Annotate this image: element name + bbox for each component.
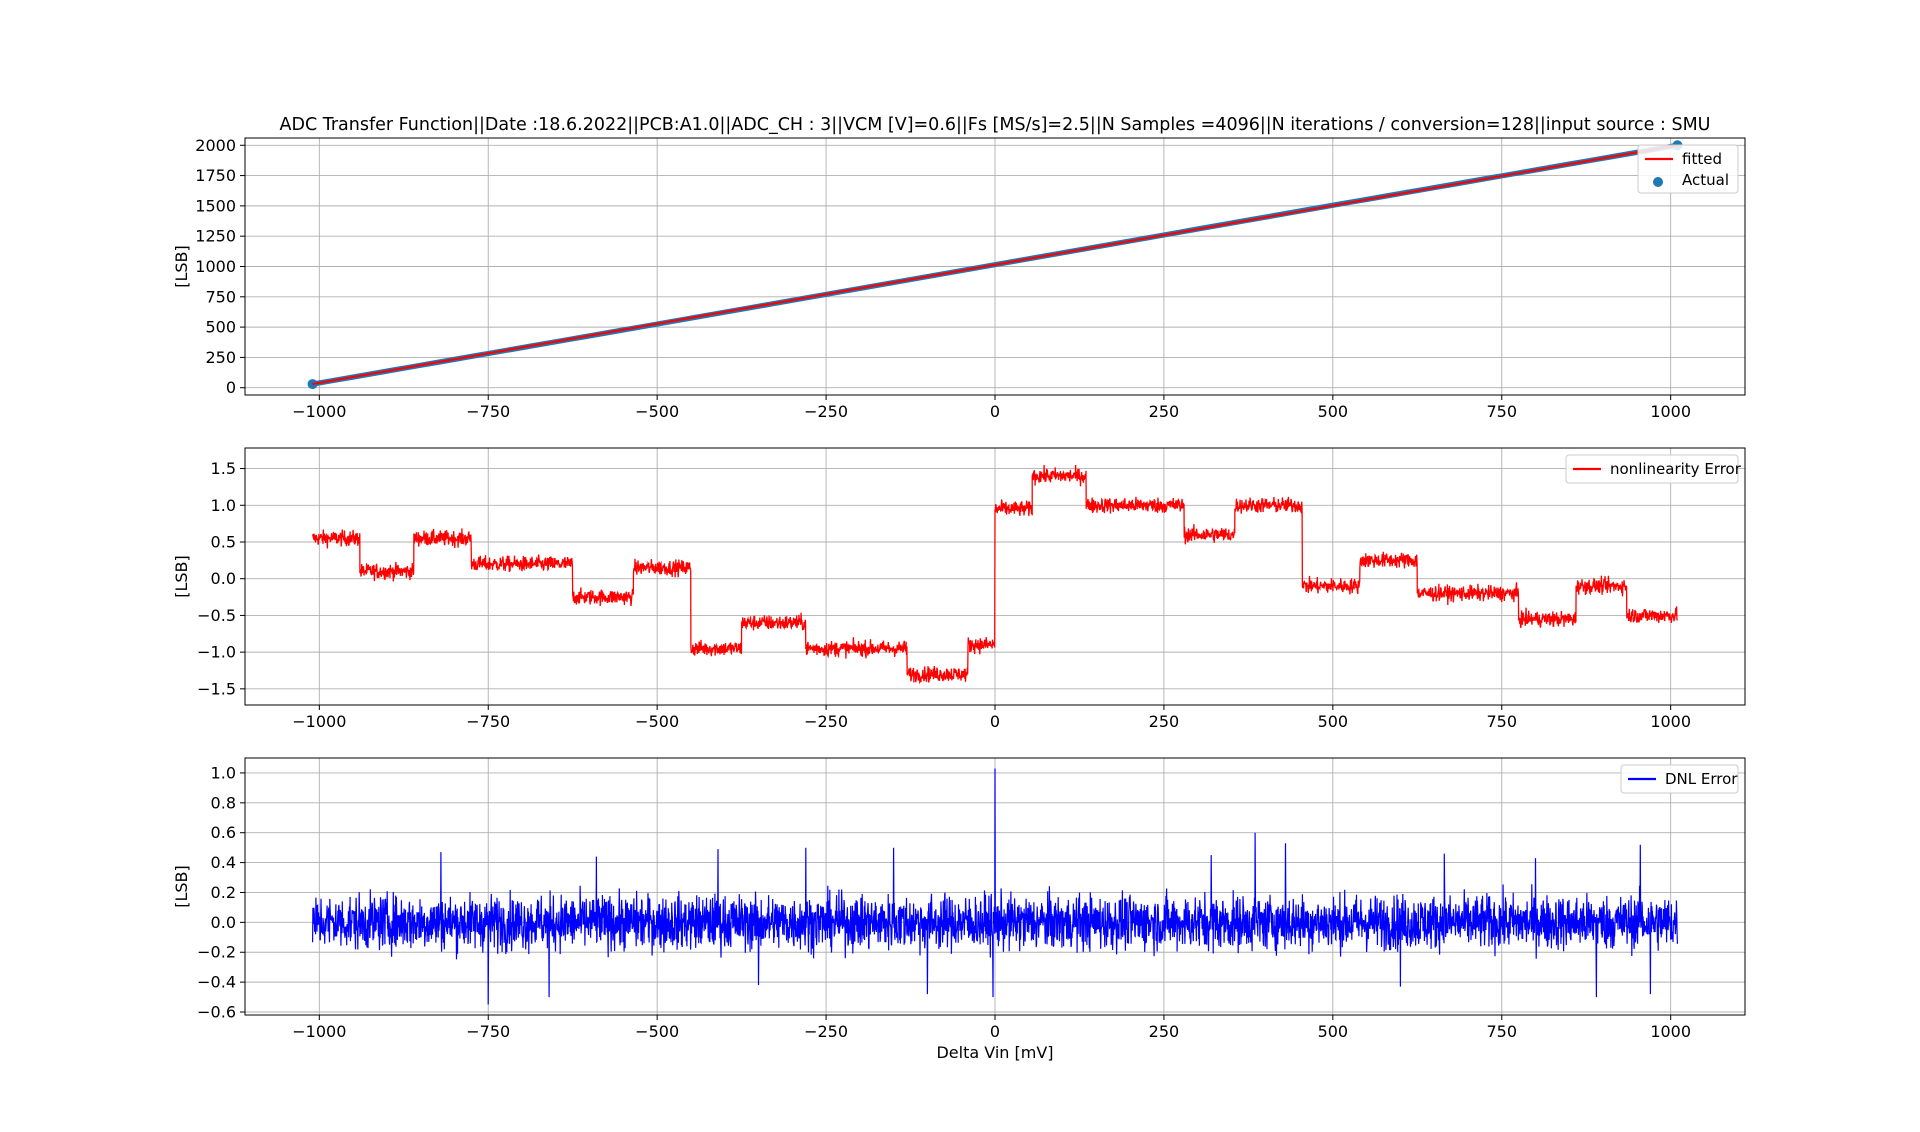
- x-tick-label: 0: [990, 1022, 1000, 1041]
- x-tick-label: 250: [1149, 712, 1180, 731]
- y-axis-label: [LSB]: [172, 865, 191, 908]
- legend: fitted Actual: [1637, 144, 1739, 194]
- y-tick-label: −0.2: [197, 943, 236, 962]
- y-tick-label: −1.0: [197, 643, 236, 662]
- legend-label: nonlinearity Error: [1610, 460, 1742, 478]
- nonlinearity-panel: −1000 −750 −500 −250 0 250 500 750 1000 −1.5 −1.0 −…: [172, 447, 1746, 731]
- x-tick-label: −250: [804, 712, 848, 731]
- x-tick-label: 0: [990, 402, 1000, 421]
- y-axis-label: [LSB]: [172, 245, 191, 288]
- x-tick-label: −500: [635, 402, 679, 421]
- y-tick-label: 500: [205, 318, 236, 337]
- y-tick-label: 0.4: [211, 853, 236, 872]
- y-tick-label: 250: [205, 348, 236, 367]
- y-axis-label: [LSB]: [172, 555, 191, 598]
- legend-box: [1565, 454, 1739, 484]
- x-tick-label: −750: [466, 402, 510, 421]
- x-tick-label: 0: [990, 712, 1000, 731]
- x-tick-label: 750: [1486, 712, 1517, 731]
- y-tick-label: 1000: [195, 257, 236, 276]
- x-tick-label: 1000: [1650, 402, 1691, 421]
- y-tick-label: 1750: [195, 166, 236, 185]
- x-tick-label: −750: [466, 1022, 510, 1041]
- y-tick-label: −0.6: [197, 1003, 236, 1022]
- x-tick-label: −500: [635, 712, 679, 731]
- y-tick-label: 1500: [195, 196, 236, 215]
- x-tick-label: −500: [635, 1022, 679, 1041]
- legend: nonlinearity Error: [1565, 454, 1742, 484]
- x-tick-label: 500: [1318, 712, 1349, 731]
- x-tick-label: 500: [1318, 1022, 1349, 1041]
- y-tick-label: 0.5: [211, 532, 236, 551]
- x-tick-label: −1000: [292, 402, 346, 421]
- y-tick-label: 750: [205, 287, 236, 306]
- dnl-error-line: [312, 768, 1678, 1005]
- x-tick-label: 500: [1318, 402, 1349, 421]
- y-tick-label: 1250: [195, 227, 236, 246]
- figure-title: ADC Transfer Function||Date :18.6.2022||…: [280, 115, 1711, 135]
- x-tick-label: 750: [1486, 402, 1517, 421]
- dnl-panel: −1000 −750 −500 −250 0 250 500 750 1000 −0.6 −0.4 −…: [172, 757, 1746, 1041]
- plot-area: [312, 768, 1678, 1005]
- x-tick-label: −250: [804, 1022, 848, 1041]
- y-tick-label: 0.8: [211, 793, 236, 812]
- y-tick-label: −0.4: [197, 973, 236, 992]
- y-tick-label: 0.0: [211, 569, 236, 588]
- y-tick-label: 1.0: [211, 496, 236, 515]
- legend-box: [1637, 144, 1739, 194]
- legend-marker: [1653, 177, 1663, 187]
- legend: DNL Error: [1620, 764, 1739, 794]
- legend-label: DNL Error: [1665, 770, 1738, 788]
- y-tick-label: 0: [226, 378, 236, 397]
- legend-box: [1620, 764, 1739, 794]
- y-tick-label: 2000: [195, 136, 236, 155]
- nonlinearity-error-line: [311, 464, 1678, 685]
- x-tick-label: 1000: [1650, 1022, 1691, 1041]
- y-tick-label: 0.2: [211, 883, 236, 902]
- y-tick-label: 0.0: [211, 913, 236, 932]
- legend-label: fitted: [1682, 150, 1722, 168]
- x-tick-label: 750: [1486, 1022, 1517, 1041]
- x-tick-label: −250: [804, 402, 848, 421]
- x-tick-label: −750: [466, 712, 510, 731]
- x-tick-label: −1000: [292, 712, 346, 731]
- x-tick-label: 250: [1149, 402, 1180, 421]
- transfer-function-panel: −1000 −750 −500 −250 0 250 500 750 1000 0 250 500 75…: [172, 136, 1746, 421]
- y-tick-label: 1.0: [211, 763, 236, 782]
- y-tick-label: 1.5: [211, 459, 236, 478]
- plot-area: [311, 464, 1678, 685]
- y-tick-label: −1.5: [197, 679, 236, 698]
- fitted-line: [312, 144, 1678, 386]
- legend-label: Actual: [1682, 171, 1729, 189]
- y-tick-label: 0.6: [211, 823, 236, 842]
- y-tick-label: −0.5: [197, 606, 236, 625]
- x-tick-label: −1000: [292, 1022, 346, 1041]
- x-tick-label: 1000: [1650, 712, 1691, 731]
- x-axis-label: Delta Vin [mV]: [936, 1043, 1053, 1062]
- x-tick-label: 250: [1149, 1022, 1180, 1041]
